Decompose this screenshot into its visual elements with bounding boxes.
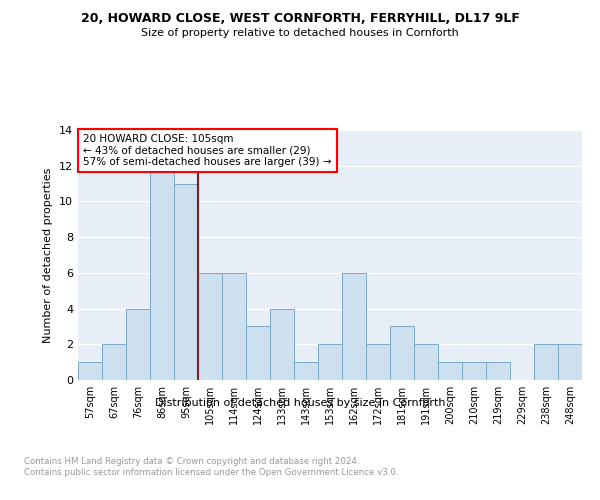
Bar [318,344,342,380]
Text: Contains HM Land Registry data © Crown copyright and database right 2024.
Contai: Contains HM Land Registry data © Crown c… [24,458,398,477]
Bar [102,344,126,380]
Bar [198,273,222,380]
Bar [414,344,438,380]
Bar [222,273,246,380]
Bar [270,308,294,380]
Y-axis label: Number of detached properties: Number of detached properties [43,168,53,342]
Bar [390,326,414,380]
Text: Size of property relative to detached houses in Cornforth: Size of property relative to detached ho… [141,28,459,38]
Bar [438,362,462,380]
Bar [126,308,150,380]
Bar [342,273,366,380]
Bar [294,362,318,380]
Bar [150,148,174,380]
Bar [366,344,390,380]
Bar [78,362,102,380]
Text: 20, HOWARD CLOSE, WEST CORNFORTH, FERRYHILL, DL17 9LF: 20, HOWARD CLOSE, WEST CORNFORTH, FERRYH… [80,12,520,26]
Bar [246,326,270,380]
Bar [174,184,198,380]
Text: 20 HOWARD CLOSE: 105sqm
← 43% of detached houses are smaller (29)
57% of semi-de: 20 HOWARD CLOSE: 105sqm ← 43% of detache… [83,134,332,167]
Bar [462,362,486,380]
Bar [486,362,510,380]
Bar [534,344,558,380]
Bar [558,344,582,380]
Text: Distribution of detached houses by size in Cornforth: Distribution of detached houses by size … [155,398,445,407]
